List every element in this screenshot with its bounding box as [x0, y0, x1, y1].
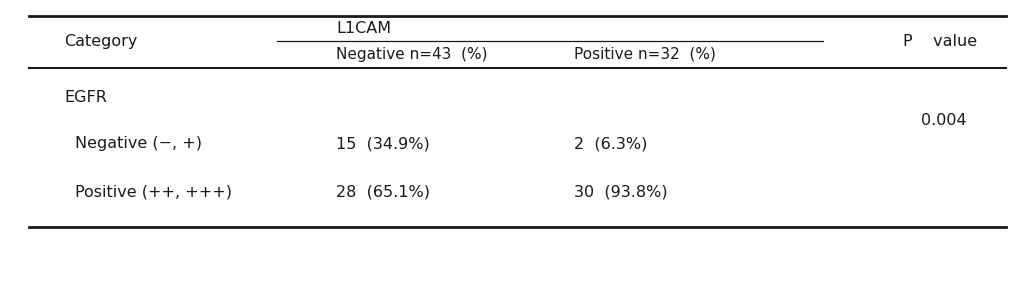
Text: P    value: P value [903, 34, 977, 49]
Text: 30  (93.8%): 30 (93.8%) [574, 184, 668, 199]
Text: EGFR: EGFR [64, 90, 107, 105]
Text: Positive n=32  (%): Positive n=32 (%) [574, 47, 716, 62]
Text: 15  (34.9%): 15 (34.9%) [336, 136, 431, 151]
Text: L1CAM: L1CAM [336, 21, 391, 36]
Text: 2  (6.3%): 2 (6.3%) [574, 136, 648, 151]
Text: 28  (65.1%): 28 (65.1%) [336, 184, 431, 199]
Text: Negative n=43  (%): Negative n=43 (%) [336, 47, 487, 62]
Text: 0.004: 0.004 [921, 113, 967, 128]
Text: Positive (++, +++): Positive (++, +++) [75, 184, 232, 199]
Text: Negative (−, +): Negative (−, +) [75, 136, 202, 151]
Text: Category: Category [64, 34, 138, 49]
